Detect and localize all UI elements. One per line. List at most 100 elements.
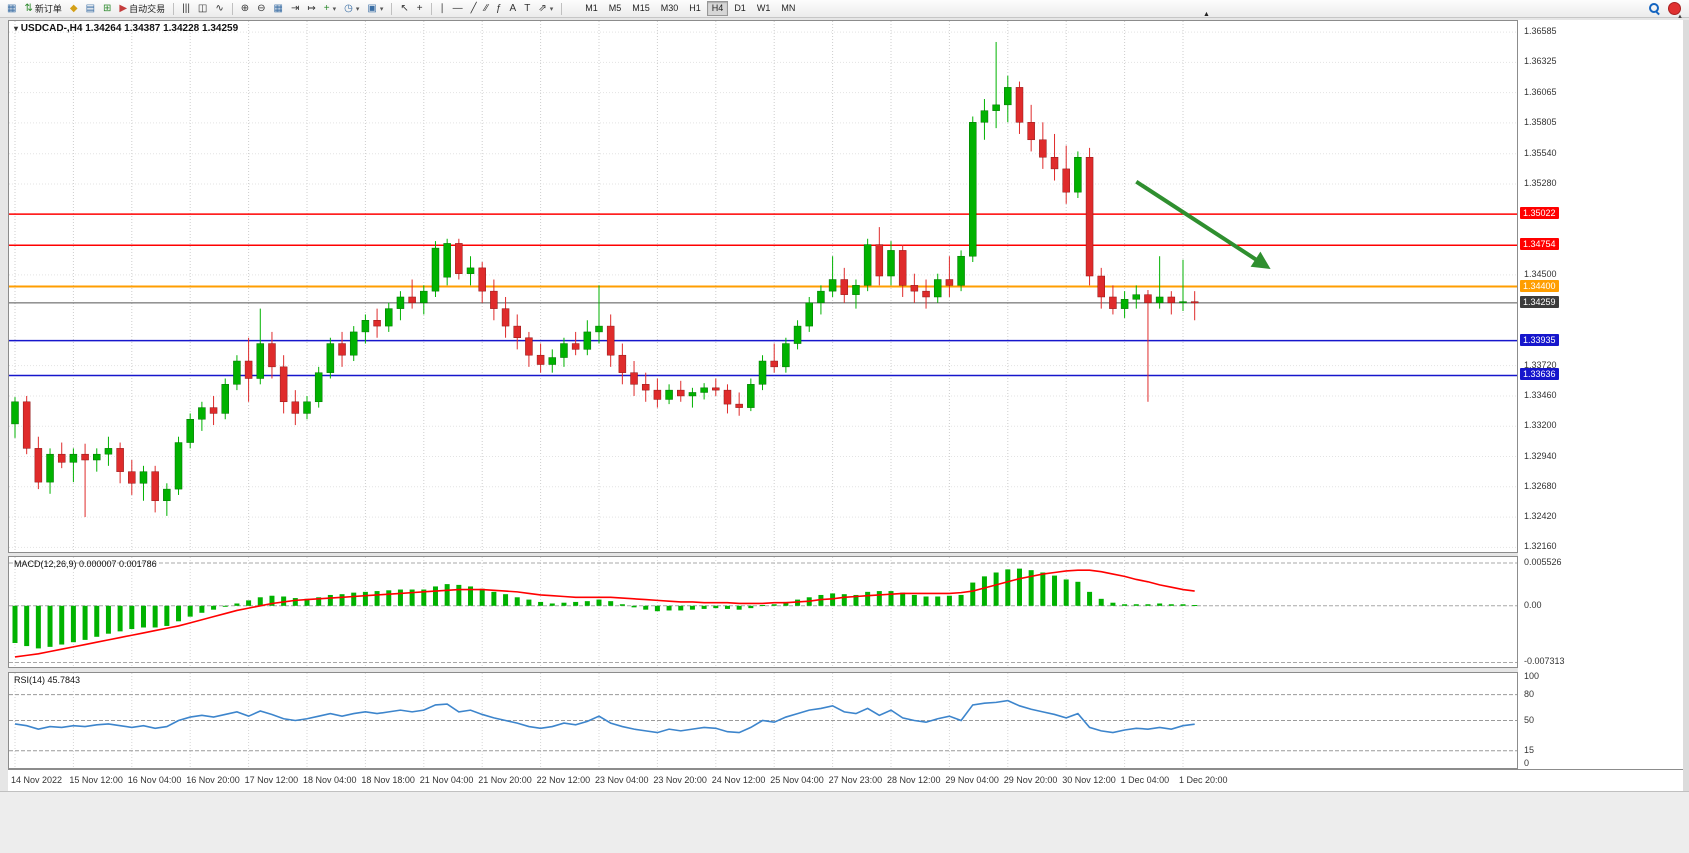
price-tick: 1.32420 (1524, 511, 1557, 522)
rsi-panel[interactable]: RSI(14) 45.7843 (8, 672, 1518, 769)
autotrade-button[interactable]: ▶ 自动交易 (115, 0, 169, 17)
bar-chart-icon[interactable]: ||| (178, 0, 194, 17)
arrows-icon-dropdown[interactable]: ▾ (549, 5, 554, 13)
zoom-in-icon[interactable]: ⊕ (237, 0, 253, 17)
navigator-icon[interactable]: ⊞ (99, 0, 115, 17)
candle (513, 314, 521, 350)
periods-icon-glyph: ◷ (344, 3, 353, 14)
chart-shift-icon[interactable]: ↦ (303, 0, 319, 17)
candle (1027, 104, 1035, 152)
timeframe-w1[interactable]: W1 (756, 3, 771, 13)
candle (1132, 285, 1141, 309)
crosshair-icon-glyph: + (416, 3, 423, 14)
candle (945, 256, 954, 297)
toolbar-separator (430, 2, 432, 15)
toolbar-right (1648, 2, 1681, 15)
fibonacci-icon-glyph: ƒ (495, 3, 502, 14)
vertical-line-icon[interactable]: ∣ (436, 0, 449, 17)
price-tick: 1.32160 (1524, 541, 1557, 552)
candle (852, 279, 860, 309)
text-icon-glyph: A (509, 3, 517, 14)
chart-plot[interactable] (9, 21, 1517, 552)
price-tag: 1.33935 (1520, 333, 1559, 346)
right-scroll-strip[interactable]: ▲ (1677, 14, 1689, 791)
candle (747, 378, 755, 412)
timeframe-h1[interactable]: H1 (689, 3, 701, 13)
equidistant-channel-icon[interactable]: ∕∕ (481, 0, 492, 17)
horizontal-line-icon[interactable]: ― (449, 0, 467, 17)
periods-icon-dropdown[interactable]: ▾ (355, 5, 360, 13)
price-axis[interactable]: 1.36585 1.36325 1.36065 1.35805 1.35540 1.352… (1519, 20, 1683, 553)
candle (828, 256, 837, 297)
main-chart-panel[interactable]: ▾ USDCAD-,H4 1.34264 1.34387 1.34228 1.3… (8, 20, 1518, 553)
toolbar-left: ▦ ⇅ 新订单 ◆ ▤ ⊞ ▶ 自动交易 ||| ◫ ∿ ⊕ ⊖ ▦ ⇥ ↦ + ▾ ◷ ▾ ▣ ▾ ↖ + ∣ ― ╱ ∕∕ ƒ A T ⇗… (3, 0, 566, 17)
timeframe-h4[interactable]: H4 (706, 1, 729, 16)
macd-panel[interactable]: MACD(12,26,9) 0.000007 0.001786 (8, 556, 1518, 668)
timeframe-m1[interactable]: M1 (585, 3, 598, 13)
scroll-up-icon[interactable]: ▲ (1677, 14, 1683, 20)
periods-icon[interactable]: ◷ ▾ (340, 0, 363, 17)
templates-icon[interactable]: ▣ ▾ (363, 0, 387, 17)
time-axis[interactable]: 14 Nov 2022 15 Nov 12:00 16 Nov 04:00 16 No… (8, 769, 1683, 791)
candle (57, 442, 66, 469)
auto-scroll-icon[interactable]: ⇥ (287, 0, 303, 17)
candle (758, 355, 767, 391)
timeframe-m15[interactable]: M15 (632, 3, 650, 13)
timeframe-d1[interactable]: D1 (734, 3, 746, 13)
notification-icon[interactable] (1668, 2, 1681, 15)
line-chart-icon[interactable]: ∿ (211, 0, 227, 17)
trend-arrow[interactable] (1135, 180, 1271, 270)
tile-windows-icon[interactable]: ▦ (270, 0, 287, 17)
candle (665, 384, 673, 405)
crosshair-icon[interactable]: + (413, 0, 427, 17)
zoom-out-icon[interactable]: ⊖ (253, 0, 269, 17)
candle (116, 442, 124, 484)
timeframe-m30[interactable]: M30 (660, 3, 679, 13)
candle (969, 116, 977, 263)
bar-chart-icon-glyph: ||| (182, 3, 190, 14)
candle (349, 326, 358, 362)
candle (723, 384, 732, 414)
indicators-icon-dropdown[interactable]: ▾ (332, 5, 337, 13)
text-label-icon[interactable]: T (520, 0, 534, 17)
timeframe-m5[interactable]: M5 (608, 3, 622, 13)
horizontal-line-icon-glyph: ― (452, 3, 463, 14)
templates-icon-dropdown[interactable]: ▾ (379, 5, 384, 13)
new-order-button-label: 新订单 (34, 4, 62, 14)
price-tick: 1.32940 (1524, 450, 1557, 461)
price-tick: 1.33200 (1524, 420, 1557, 431)
candle (933, 273, 942, 303)
candle (490, 279, 498, 321)
chart-title: ▾ USDCAD-,H4 1.34264 1.34387 1.34228 1.3… (14, 23, 238, 34)
chart-shift-marker[interactable]: ▲ (1203, 11, 1210, 18)
toolbar-separator (173, 2, 175, 15)
fibonacci-icon[interactable]: ƒ (492, 0, 506, 17)
trendline-icon[interactable]: ╱ (467, 0, 481, 17)
market-watch-icon[interactable]: ◆ (66, 0, 82, 17)
chart-window-icon-glyph: ▦ (7, 3, 17, 14)
templates-icon-glyph: ▣ (367, 3, 377, 14)
cursor-icon-glyph: ↖ (400, 3, 409, 14)
chart-window-icon[interactable]: ▦ (3, 0, 20, 17)
horizontal-lines[interactable] (9, 213, 1517, 377)
arrows-icon-glyph: ⇗ (538, 3, 547, 14)
indicators-icon[interactable]: + ▾ (320, 0, 340, 17)
time-label: 16 Nov 20:00 (186, 775, 240, 785)
candlestick-chart-icon[interactable]: ◫ (194, 0, 211, 17)
text-icon[interactable]: A (506, 0, 521, 17)
search-icon[interactable] (1648, 2, 1661, 15)
rsi-plot[interactable] (9, 673, 1517, 768)
chart-collapse-icon[interactable]: ▾ (14, 24, 19, 33)
arrows-icon[interactable]: ⇗ ▾ (534, 0, 557, 17)
cursor-icon[interactable]: ↖ (396, 0, 412, 17)
new-order-button[interactable]: ⇅ 新订单 (20, 0, 65, 17)
time-label: 28 Nov 12:00 (887, 775, 941, 785)
candle (396, 291, 405, 321)
data-window-icon[interactable]: ▤ (82, 0, 99, 17)
timeframe-mn[interactable]: MN (781, 3, 796, 13)
macd-plot[interactable] (9, 557, 1517, 667)
rsi-axis[interactable]: 100 80 50 15 0 (1519, 671, 1683, 769)
macd-axis[interactable]: 0.005526 0.00 -0.007313 (1519, 556, 1683, 668)
time-label: 30 Nov 12:00 (1062, 775, 1116, 785)
